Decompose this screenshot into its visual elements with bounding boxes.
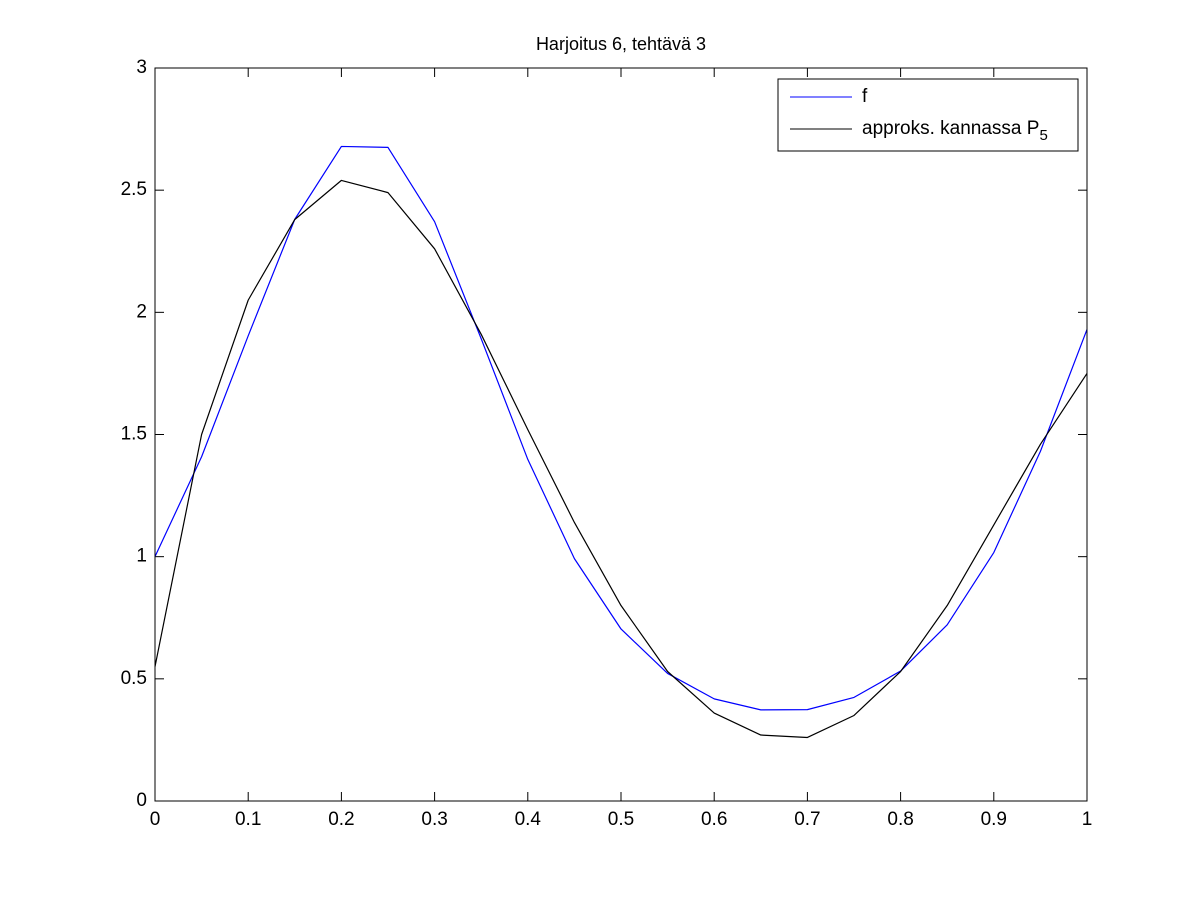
x-tick-label: 0.1 [235,809,261,830]
y-tick-label: 2 [136,301,147,322]
legend-label-text: f [862,86,868,107]
x-tick-label: 0 [150,809,161,830]
y-tick-label: 2.5 [121,179,147,200]
chart-title: Harjoitus 6, tehtävä 3 [536,34,706,54]
x-tick-label: 0.4 [515,809,542,830]
legend-label-subscript: 5 [1039,127,1047,144]
legend-label: approks. kannassa P5 [862,118,1048,144]
x-tick-label: 0.7 [794,809,820,830]
x-tick-label: 0.9 [981,809,1007,830]
plot-frame [154,67,1088,802]
legend-box [777,78,1079,152]
x-tick-label: 0.3 [421,809,447,830]
legend-label: f [862,86,868,107]
x-tick-label: 1 [1082,809,1093,830]
line-series [154,179,1088,739]
x-tick-label: 0.2 [328,809,354,830]
y-tick-label: 0.5 [121,668,147,689]
x-tick-label: 0.5 [608,809,634,830]
y-tick-label: 0 [136,790,147,811]
x-tick-label: 0.8 [887,809,913,830]
y-tick-label: 3 [136,57,147,78]
line-series [154,145,1088,711]
y-tick-label: 1.5 [121,424,147,445]
legend-label-text: approks. kannassa P [862,118,1039,139]
x-tick-label: 0.6 [701,809,727,830]
y-tick-label: 1 [136,546,147,567]
